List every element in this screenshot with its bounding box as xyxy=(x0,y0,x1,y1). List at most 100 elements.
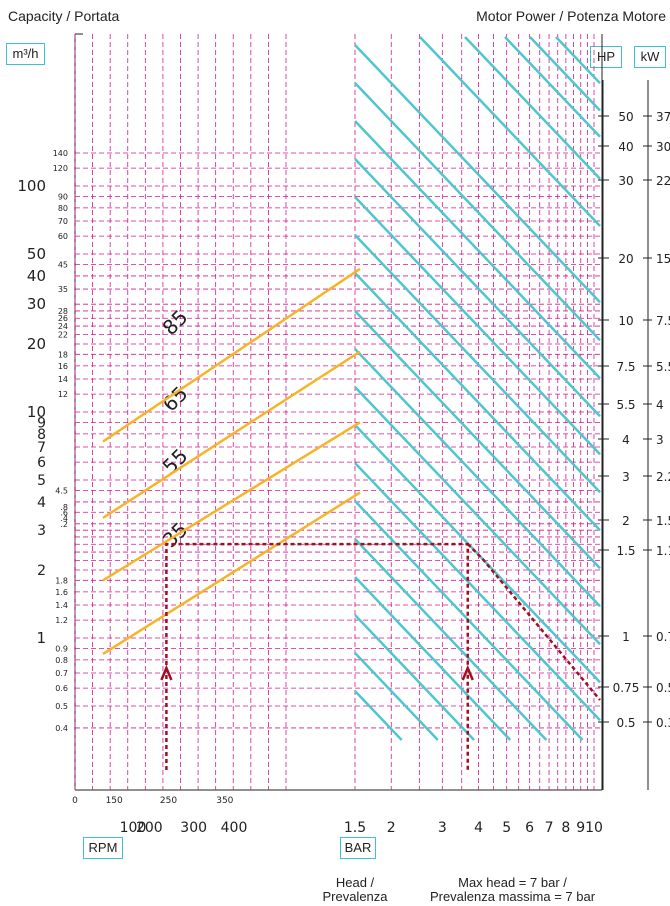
pump-series-label: 55 xyxy=(158,444,193,479)
hp-tick-label: 0.75 xyxy=(613,681,640,695)
bar-tick-label: 2 xyxy=(387,820,396,836)
bar-tick-label: 8 xyxy=(561,820,570,836)
hp-tick-label: 7.5 xyxy=(616,360,635,374)
motor-power-line xyxy=(355,121,600,378)
motor-power-line xyxy=(355,273,600,530)
capacity-minor-tick-label: 1.4 xyxy=(55,601,68,610)
bar-tick-label: 4 xyxy=(474,820,483,836)
kw-tick-label: 15 xyxy=(656,252,670,266)
example-path xyxy=(166,544,467,770)
rpm-minor-tick-label: 0 xyxy=(72,796,78,806)
kw-tick-label: 4 xyxy=(656,398,664,412)
motor-power-line xyxy=(355,349,600,606)
capacity-tick-label: 7 xyxy=(37,440,46,456)
capacity-minor-tick-label: 12 xyxy=(58,390,68,399)
motor-power-line xyxy=(355,425,600,682)
capacity-tick-label: 30 xyxy=(27,295,46,313)
capacity-minor-tick-label: 80 xyxy=(58,204,68,213)
motor-power-line xyxy=(355,653,438,740)
motor-power-line xyxy=(355,615,474,740)
capacity-tick-label: 100 xyxy=(17,177,46,195)
rpm-minor-tick-label: 150 xyxy=(106,796,123,806)
rpm-tick-label: 200 xyxy=(136,820,163,836)
capacity-minor-tick-label: 140 xyxy=(53,149,68,158)
motor-power-line xyxy=(355,539,546,740)
kw-tick-label: 3 xyxy=(656,433,664,447)
hp-tick-label: 50 xyxy=(618,110,633,124)
kw-tick-label: 7.5 xyxy=(656,314,670,328)
hp-tick-label: 10 xyxy=(618,314,633,328)
hp-tick-label: 0.5 xyxy=(616,716,635,730)
kw-tick-label: 30 xyxy=(656,140,670,154)
hp-tick-label: 40 xyxy=(618,140,633,154)
hp-tick-label: 1.5 xyxy=(616,544,635,558)
hp-tick-label: 3 xyxy=(622,470,630,484)
kw-tick-label: 37 xyxy=(656,110,670,124)
capacity-tick-label: 6 xyxy=(37,455,46,471)
capacity-tick-label: 4 xyxy=(37,495,46,511)
bar-tick-label: 10 xyxy=(585,820,603,836)
capacity-minor-tick-label: 22 xyxy=(58,331,68,340)
motor-power-line xyxy=(556,37,600,83)
capacity-minor-tick-label: 4.5 xyxy=(55,486,68,495)
motor-power-line xyxy=(355,45,600,302)
capacity-tick-label: 5 xyxy=(37,473,46,489)
kw-tick-label: 1.1 xyxy=(656,544,670,558)
capacity-tick-label: 2 xyxy=(37,563,46,579)
rpm-minor-tick-label: 250 xyxy=(160,796,177,806)
capacity-minor-tick-label: 120 xyxy=(53,164,68,173)
rpm-tick-label: 300 xyxy=(180,820,207,836)
pump-series-line xyxy=(103,493,360,654)
motor-power-line xyxy=(355,83,600,340)
rpm-minor-tick-label: 350 xyxy=(216,796,233,806)
kw-tick-label: 0.7 xyxy=(656,630,670,644)
motor-power-line xyxy=(355,691,402,740)
capacity-minor-tick-label: 90 xyxy=(58,192,68,201)
capacity-minor-tick-label: 1.2 xyxy=(55,616,68,625)
motor-power-line xyxy=(505,37,600,137)
hp-tick-label: 5.5 xyxy=(616,398,635,412)
bar-tick-label: 7 xyxy=(545,820,554,836)
capacity-minor-tick-label: .2 xyxy=(60,520,68,529)
motor-power-line xyxy=(355,159,600,416)
pump-series-line xyxy=(103,269,360,442)
capacity-minor-tick-label: 1.8 xyxy=(55,576,68,585)
motor-power-line xyxy=(420,37,600,226)
capacity-minor-tick-label: 0.6 xyxy=(55,684,68,693)
pump-series-line xyxy=(103,352,360,518)
kw-tick-label: 1.5 xyxy=(656,514,670,528)
capacity-tick-label: 40 xyxy=(27,267,46,285)
bar-tick-label: 9 xyxy=(576,820,585,836)
capacity-minor-tick-label: 0.4 xyxy=(55,724,68,733)
capacity-minor-tick-label: 18 xyxy=(58,350,68,359)
bar-tick-label: 3 xyxy=(438,820,447,836)
capacity-minor-tick-label: 1.6 xyxy=(55,588,68,597)
capacity-minor-tick-label: 0.5 xyxy=(55,702,68,711)
capacity-minor-tick-label: 70 xyxy=(58,217,68,226)
capacity-tick-label: 1 xyxy=(36,629,46,647)
rpm-tick-label: 400 xyxy=(221,820,248,836)
hp-tick-label: 1 xyxy=(622,630,630,644)
hp-tick-label: 20 xyxy=(618,252,633,266)
capacity-minor-tick-label: 0.9 xyxy=(55,644,68,653)
capacity-minor-tick-label: 0.7 xyxy=(55,669,68,678)
capacity-minor-tick-label: 60 xyxy=(58,232,68,241)
capacity-minor-tick-label: 0.8 xyxy=(55,656,68,665)
hp-tick-label: 4 xyxy=(622,433,630,447)
capacity-tick-label: 50 xyxy=(27,245,46,263)
motor-power-line xyxy=(465,37,600,179)
bar-tick-label: 6 xyxy=(525,820,534,836)
kw-tick-label: 2.2 xyxy=(656,470,670,484)
motor-power-line xyxy=(355,311,600,568)
kw-tick-label: 0.3 xyxy=(656,716,670,730)
capacity-tick-label: 20 xyxy=(27,335,46,353)
motor-power-line xyxy=(355,387,600,644)
capacity-minor-tick-label: 14 xyxy=(58,375,68,384)
hp-tick-label: 30 xyxy=(618,174,633,188)
hp-tick-label: 2 xyxy=(622,514,630,528)
kw-tick-label: 0.5 xyxy=(656,681,670,695)
capacity-minor-tick-label: 35 xyxy=(58,285,68,294)
capacity-tick-label: 3 xyxy=(37,523,46,539)
kw-tick-label: 22 xyxy=(656,174,670,188)
